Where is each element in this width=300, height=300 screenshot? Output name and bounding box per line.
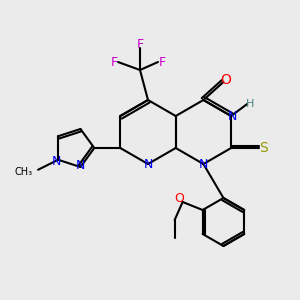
Text: N: N bbox=[227, 110, 237, 122]
Text: N: N bbox=[143, 158, 153, 170]
Text: N: N bbox=[199, 158, 208, 170]
Text: O: O bbox=[220, 73, 231, 87]
Text: F: F bbox=[110, 56, 118, 68]
Text: F: F bbox=[158, 56, 166, 68]
Text: N: N bbox=[76, 158, 85, 172]
Text: S: S bbox=[259, 141, 268, 155]
Text: CH₃: CH₃ bbox=[15, 167, 33, 177]
Text: H: H bbox=[246, 99, 254, 109]
Text: F: F bbox=[136, 38, 144, 50]
Text: N: N bbox=[51, 155, 61, 168]
Text: O: O bbox=[175, 193, 184, 206]
